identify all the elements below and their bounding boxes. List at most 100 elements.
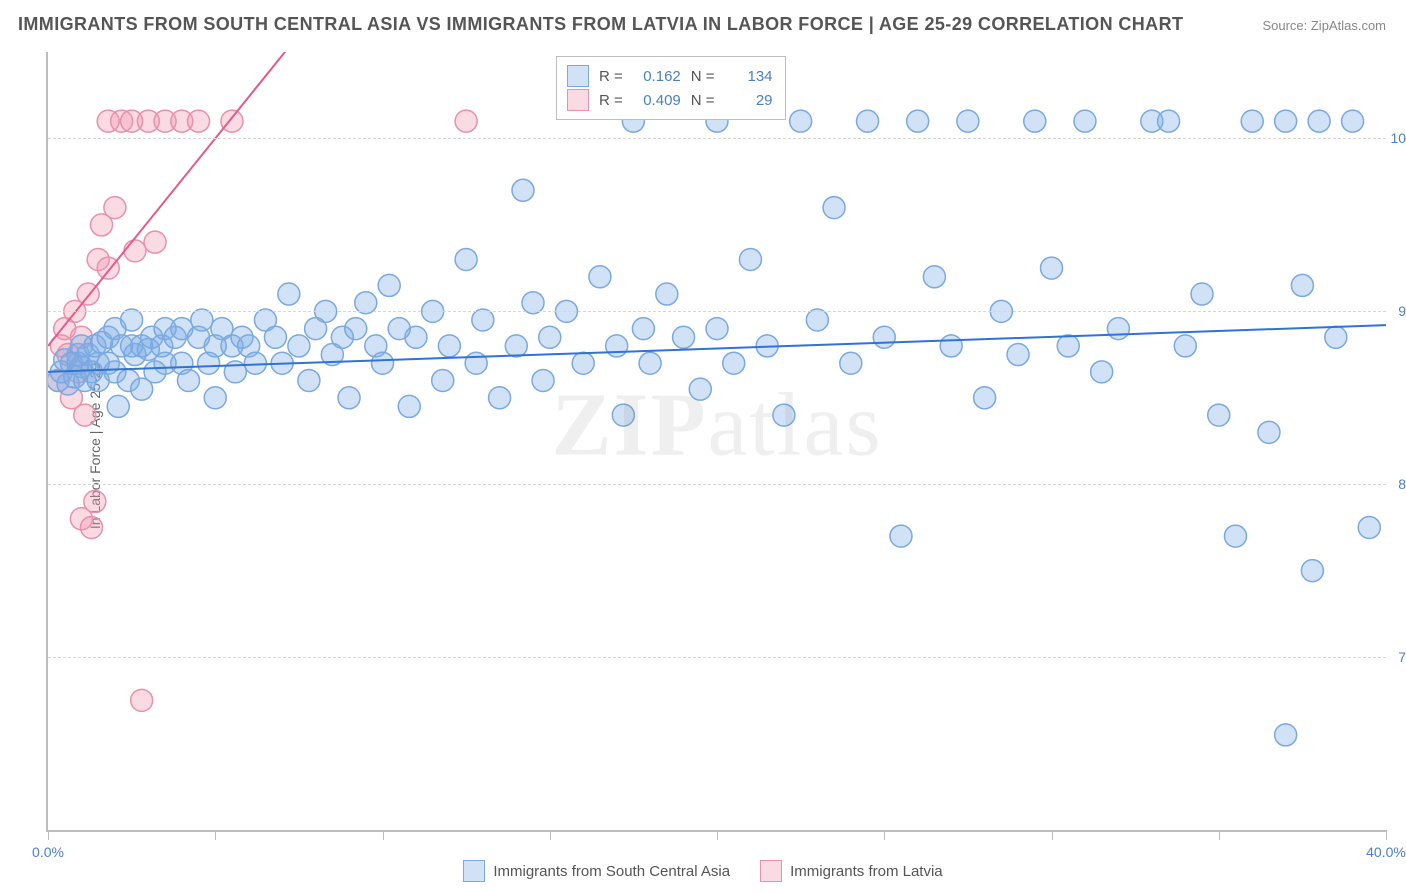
- data-point: [1057, 335, 1079, 357]
- data-point: [405, 326, 427, 348]
- data-point: [91, 214, 113, 236]
- data-point: [455, 110, 477, 132]
- data-point: [84, 491, 106, 513]
- data-point: [48, 369, 69, 391]
- y-tick-label: 90.0%: [1398, 303, 1406, 319]
- data-point: [91, 331, 113, 353]
- stat-n-0: 134: [725, 68, 773, 85]
- data-point: [378, 274, 400, 296]
- data-point: [1301, 560, 1323, 582]
- data-point: [1241, 110, 1263, 132]
- data-point: [455, 248, 477, 270]
- data-point: [177, 369, 199, 391]
- data-point: [70, 356, 92, 378]
- x-tick-label: 40.0%: [1366, 844, 1406, 860]
- data-point: [331, 326, 353, 348]
- data-point: [907, 110, 929, 132]
- data-point: [117, 369, 139, 391]
- data-point: [773, 404, 795, 426]
- data-point: [398, 395, 420, 417]
- data-point: [489, 387, 511, 409]
- data-point: [264, 326, 286, 348]
- data-point: [204, 335, 226, 357]
- stat-r-1: 0.409: [633, 92, 681, 109]
- data-point: [77, 344, 99, 366]
- data-point: [74, 369, 96, 391]
- data-point: [1074, 110, 1096, 132]
- x-tick: [48, 830, 49, 840]
- data-point: [238, 335, 260, 357]
- x-tick: [1219, 830, 1220, 840]
- data-point: [74, 404, 96, 426]
- data-point: [224, 361, 246, 383]
- source-attribution: Source: ZipAtlas.com: [1262, 18, 1386, 33]
- data-point: [70, 326, 92, 348]
- data-point: [171, 352, 193, 374]
- data-point: [1275, 110, 1297, 132]
- data-point: [673, 326, 695, 348]
- data-point: [1107, 318, 1129, 340]
- stat-label-r: R =: [599, 92, 623, 109]
- data-point: [1024, 110, 1046, 132]
- data-point: [141, 326, 163, 348]
- x-tick: [1386, 830, 1387, 840]
- data-point: [1141, 110, 1163, 132]
- data-point: [1358, 516, 1380, 538]
- stat-r-0: 0.162: [633, 68, 681, 85]
- data-point: [298, 369, 320, 391]
- data-point: [60, 387, 82, 409]
- data-point: [50, 361, 72, 383]
- data-point: [60, 352, 82, 374]
- watermark-atlas: atlas: [708, 376, 883, 475]
- data-point: [87, 352, 109, 374]
- swatch-series-0: [567, 65, 589, 87]
- data-point: [231, 326, 253, 348]
- data-point: [124, 344, 146, 366]
- data-point: [107, 395, 129, 417]
- series-legend: Immigrants from South Central Asia Immig…: [0, 860, 1406, 882]
- data-point: [372, 352, 394, 374]
- data-point: [70, 508, 92, 530]
- x-tick: [215, 830, 216, 840]
- data-point: [338, 387, 360, 409]
- data-point: [823, 197, 845, 219]
- data-point: [345, 318, 367, 340]
- data-point: [1174, 335, 1196, 357]
- data-point: [957, 110, 979, 132]
- x-tick: [717, 830, 718, 840]
- trend-line: [48, 325, 1386, 372]
- data-point: [305, 318, 327, 340]
- data-point: [723, 352, 745, 374]
- data-point: [639, 352, 661, 374]
- gridline-h: [48, 138, 1386, 139]
- x-tick: [550, 830, 551, 840]
- watermark-zip: ZIP: [552, 376, 708, 475]
- data-point: [211, 318, 233, 340]
- data-point: [154, 110, 176, 132]
- swatch-series-1: [567, 89, 589, 111]
- data-point: [790, 110, 812, 132]
- data-point: [1275, 724, 1297, 746]
- data-point: [1325, 326, 1347, 348]
- data-point: [171, 110, 193, 132]
- data-point: [539, 326, 561, 348]
- gridline-h: [48, 311, 1386, 312]
- data-point: [154, 352, 176, 374]
- data-point: [97, 352, 119, 374]
- data-point: [80, 361, 102, 383]
- data-point: [840, 352, 862, 374]
- data-point: [1291, 274, 1313, 296]
- data-point: [756, 335, 778, 357]
- data-point: [632, 318, 654, 340]
- data-point: [974, 387, 996, 409]
- data-point: [890, 525, 912, 547]
- data-point: [321, 344, 343, 366]
- stats-legend: R = 0.162 N = 134 R = 0.409 N = 29: [556, 56, 786, 120]
- data-point: [111, 110, 133, 132]
- data-point: [50, 335, 72, 357]
- data-point: [244, 352, 266, 374]
- data-point: [278, 283, 300, 305]
- data-point: [64, 366, 86, 388]
- data-point: [87, 369, 109, 391]
- data-point: [198, 352, 220, 374]
